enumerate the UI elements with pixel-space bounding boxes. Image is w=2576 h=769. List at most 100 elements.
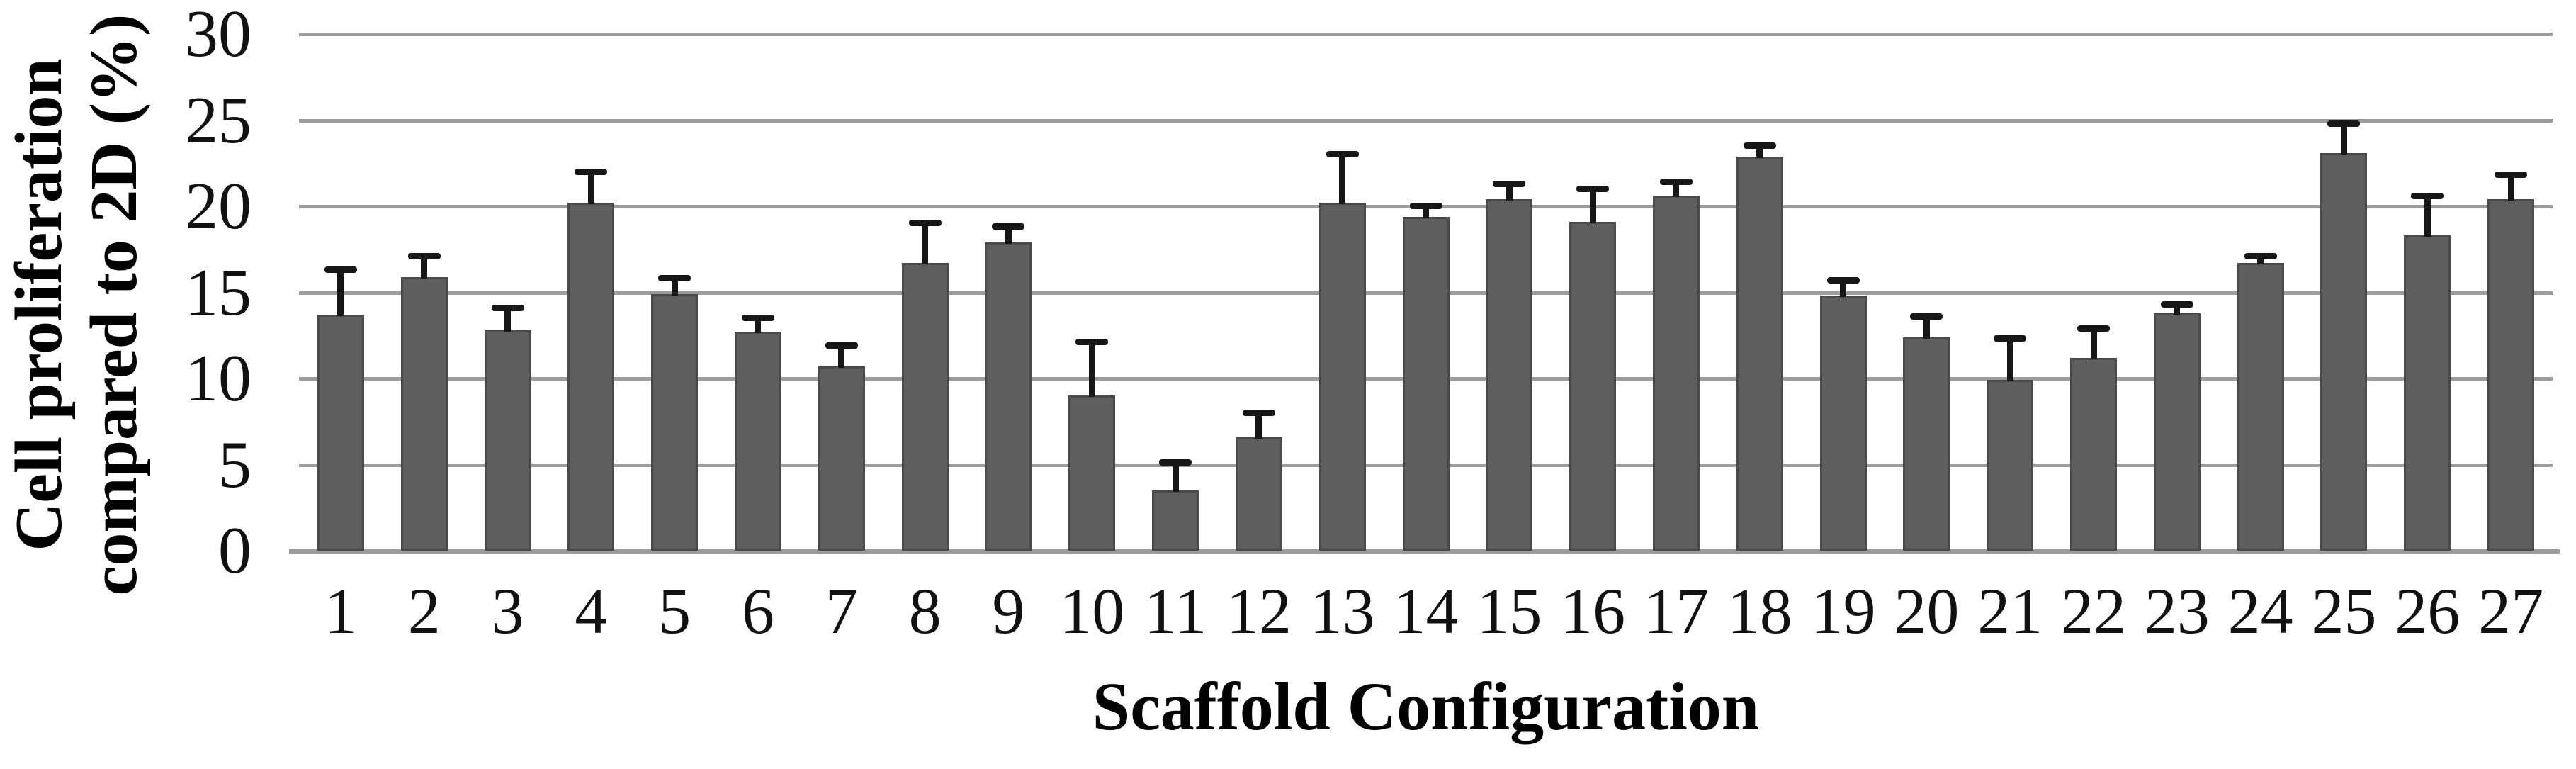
- bar: [1318, 203, 1366, 551]
- bar: [651, 293, 699, 551]
- x-tick-label: 11: [1143, 575, 1207, 647]
- x-tick-label: 27: [2478, 575, 2544, 647]
- x-tick-label: 1: [324, 575, 357, 647]
- x-tick-label: 18: [1727, 575, 1792, 647]
- bar: [317, 315, 364, 551]
- error-bar-stem: [1339, 156, 1346, 205]
- y-tick-label: 10: [185, 342, 252, 415]
- error-bar-stem: [1255, 414, 1262, 439]
- error-bar-cap: [1659, 179, 1693, 186]
- error-bar-cap: [658, 275, 691, 282]
- error-bar-cap: [324, 266, 357, 274]
- error-bar-stem: [587, 173, 594, 205]
- error-bar-stem: [1673, 184, 1680, 198]
- error-bar-stem: [504, 309, 512, 332]
- error-bar-cap: [825, 342, 858, 349]
- error-bar-cap: [2411, 192, 2444, 199]
- x-tick-label: 24: [2227, 575, 2293, 647]
- bar: [901, 263, 949, 551]
- bar: [400, 276, 448, 551]
- error-bar-stem: [1840, 281, 1847, 298]
- bar: [484, 330, 531, 551]
- x-tick-label: 19: [1810, 575, 1876, 647]
- y-tick-label: 20: [185, 169, 252, 243]
- x-tick-label: 15: [1476, 575, 1542, 647]
- error-bar-stem: [1589, 190, 1596, 223]
- x-axis-line: [289, 549, 2560, 554]
- error-bar-cap: [2327, 120, 2361, 127]
- y-tick-label: 5: [218, 427, 252, 502]
- bar: [1152, 490, 1199, 551]
- error-bar-stem: [2340, 125, 2347, 155]
- x-tick-label: 9: [992, 575, 1025, 647]
- bar: [1569, 221, 1617, 551]
- bar: [1987, 380, 2034, 551]
- error-bar-stem: [2507, 176, 2514, 201]
- error-bar-cap: [2244, 252, 2277, 259]
- x-tick-label: 7: [825, 575, 858, 647]
- error-bar-cap: [1409, 203, 1442, 210]
- bar: [2320, 152, 2368, 551]
- error-bar-stem: [2257, 257, 2264, 265]
- x-tick-label: 21: [1977, 575, 2043, 647]
- x-tick-label: 14: [1393, 575, 1459, 647]
- error-bar-cap: [1326, 151, 1359, 158]
- error-bar-cap: [1994, 335, 2027, 342]
- error-bar-cap: [741, 315, 774, 322]
- error-bar-cap: [2160, 301, 2193, 308]
- bar: [1736, 156, 1783, 551]
- y-tick-label: 15: [185, 255, 252, 330]
- x-axis-title: Scaffold Configuration: [1092, 668, 1760, 744]
- x-tick-label: 12: [1226, 575, 1292, 647]
- bar: [1819, 296, 1867, 551]
- gridline: [299, 118, 2553, 123]
- y-tick-label: 0: [218, 514, 252, 588]
- error-bar-cap: [1576, 185, 1610, 192]
- x-tick-label: 5: [658, 575, 691, 647]
- error-bar-stem: [2174, 305, 2181, 315]
- error-bar-stem: [2090, 330, 2097, 359]
- bar: [2487, 199, 2535, 551]
- x-tick-label: 3: [491, 575, 524, 647]
- x-tick-label: 4: [575, 575, 608, 647]
- x-tick-label: 10: [1059, 575, 1125, 647]
- error-bar-stem: [1005, 228, 1012, 245]
- error-bar-stem: [1923, 318, 1930, 339]
- x-tick-label: 17: [1643, 575, 1709, 647]
- error-bar-cap: [1910, 313, 1943, 320]
- error-bar-stem: [1506, 185, 1513, 201]
- error-bar-stem: [1423, 208, 1429, 218]
- x-tick-label: 2: [407, 575, 441, 647]
- y-axis-title-line1: Cell proliferation: [2, 58, 76, 551]
- error-bar-stem: [838, 347, 845, 368]
- error-bar-stem: [1756, 147, 1763, 158]
- error-bar-cap: [1242, 409, 1275, 416]
- bar: [1402, 216, 1450, 551]
- error-bar-stem: [671, 280, 678, 296]
- x-tick-label: 13: [1309, 575, 1375, 647]
- y-tick-label: 30: [185, 0, 252, 71]
- error-bar-cap: [575, 168, 608, 175]
- x-tick-label: 16: [1560, 575, 1626, 647]
- error-bar-stem: [755, 320, 762, 334]
- bar: [1486, 199, 1533, 551]
- bar: [1235, 437, 1282, 551]
- error-bar-cap: [407, 252, 441, 259]
- error-bar-cap: [2077, 325, 2111, 332]
- bar: [2237, 263, 2284, 551]
- error-bar-cap: [1159, 459, 1192, 466]
- error-bar-stem: [922, 225, 929, 265]
- x-tick-label: 20: [1894, 575, 1960, 647]
- error-bar-stem: [337, 271, 344, 317]
- error-bar-stem: [2006, 340, 2013, 382]
- x-tick-label: 25: [2311, 575, 2377, 647]
- bar: [985, 242, 1032, 551]
- error-bar-cap: [1493, 180, 1526, 187]
- bar: [1903, 337, 1950, 551]
- error-bar-stem: [1172, 464, 1179, 492]
- bar: [2404, 235, 2451, 551]
- x-tick-label: 6: [741, 575, 774, 647]
- bar: [734, 332, 781, 551]
- error-bar-cap: [491, 304, 524, 311]
